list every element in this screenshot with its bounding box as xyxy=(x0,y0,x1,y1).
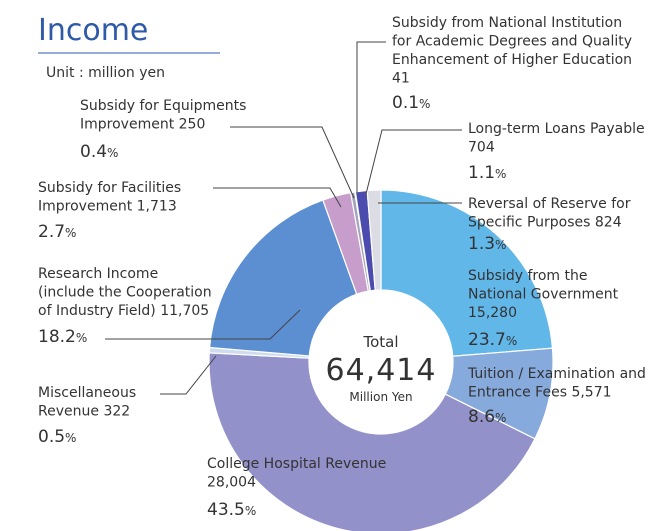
segment-label-line: Subsidy for Equipments xyxy=(80,98,246,114)
segment-label: Research Income xyxy=(38,266,158,282)
value-label: 11,705 xyxy=(160,303,209,319)
leader-line xyxy=(230,126,355,199)
segment-label: Enhancement of Higher Education xyxy=(392,52,632,68)
segment-label: Reversal of Reserve for xyxy=(468,196,631,212)
segment-label: (include the Cooperation xyxy=(38,285,212,301)
segment-label: Improvement 250 xyxy=(80,117,205,133)
leader-line xyxy=(365,129,462,195)
value-label: 824 xyxy=(595,215,622,231)
value-label: 704 xyxy=(468,140,495,156)
center-label: Total xyxy=(362,333,398,351)
segment-label-line: Tuition / Examination and xyxy=(467,366,646,382)
segment-label-line: Miscellaneous xyxy=(38,385,136,401)
segment-label: College Hospital Revenue xyxy=(207,456,386,472)
center-unit: Million Yen xyxy=(349,390,412,404)
segment-label-line: Subsidy from the xyxy=(468,268,587,284)
segment-label-line: Research Income xyxy=(38,266,158,282)
segment-label: for Academic Degrees and Quality xyxy=(392,34,632,50)
percent-label: 18.2% xyxy=(38,327,87,347)
segment-label: Subsidy from the xyxy=(468,268,587,284)
value-label: 41 xyxy=(392,71,410,87)
leader-line xyxy=(160,355,217,395)
center-total: 64,414 xyxy=(326,353,437,388)
segment-label-line: of Industry Field) xyxy=(38,303,156,319)
percent-label: 1.3% xyxy=(468,234,506,254)
segment-label-line: for Academic Degrees and Quality xyxy=(392,34,632,50)
segment-label: Improvement 1,713 xyxy=(38,199,177,215)
segment-label-line: National Government xyxy=(468,287,619,303)
leader-line xyxy=(213,187,342,208)
segment-label: Entrance Fees 5,571 xyxy=(468,385,612,401)
segment-label: Subsidy for Equipments xyxy=(80,98,246,114)
segment-label-line: College Hospital Revenue xyxy=(207,456,386,472)
percent-label: 1.1% xyxy=(468,163,506,183)
donut-segment xyxy=(208,199,358,357)
value-label: 1,713 xyxy=(137,199,177,215)
value-label: 28,004 xyxy=(207,475,256,491)
segment-label-line: Improvement xyxy=(38,199,133,215)
percent-label: 8.6% xyxy=(468,407,506,427)
percent-label: 0.4% xyxy=(80,142,118,162)
segment-label-line: Enhancement of Higher Education xyxy=(392,52,632,68)
value-label: 250 xyxy=(179,117,206,133)
percent-label: 2.7% xyxy=(38,222,76,242)
subtitle: Unit : million yen xyxy=(46,65,165,81)
segment-label: Long-term Loans Payable xyxy=(468,121,645,137)
segment-label-line: Revenue xyxy=(38,404,99,420)
value-label: 15,280 xyxy=(468,305,517,321)
segment-label: Tuition / Examination and xyxy=(467,366,646,382)
value-label: 5,571 xyxy=(571,385,611,401)
segment-label: Miscellaneous xyxy=(38,385,136,401)
percent-label: 23.7% xyxy=(468,330,517,350)
percent-label: 0.5% xyxy=(38,427,76,447)
segment-label: Specific Purposes 824 xyxy=(468,215,622,231)
donut-hole xyxy=(309,290,453,434)
segment-label: Revenue 322 xyxy=(38,404,130,420)
segment-label-line: Long-term Loans Payable xyxy=(468,121,645,137)
segment-label: of Industry Field) 11,705 xyxy=(38,303,209,319)
segment-label: National Government xyxy=(468,287,619,303)
segment-label-line: (include the Cooperation xyxy=(38,285,212,301)
percent-label: 43.5% xyxy=(207,500,256,520)
segment-label-line: Subsidy for Facilities xyxy=(38,180,181,196)
percent-label: 0.1% xyxy=(392,93,430,113)
leader-line xyxy=(105,309,301,340)
segment-label-line: Reversal of Reserve for xyxy=(468,196,631,212)
segment-label-line: Specific Purposes xyxy=(468,215,590,231)
value-label: 322 xyxy=(103,404,130,420)
chart-title: Income xyxy=(38,13,148,48)
segment-label-line: Subsidy from National Institution xyxy=(392,15,622,31)
segment-label: Subsidy from National Institution xyxy=(392,15,622,31)
segment-label: Subsidy for Facilities xyxy=(38,180,181,196)
segment-label-line: Improvement xyxy=(80,117,175,133)
segment-label-line: Entrance Fees xyxy=(468,385,567,401)
leader-line xyxy=(356,41,386,193)
